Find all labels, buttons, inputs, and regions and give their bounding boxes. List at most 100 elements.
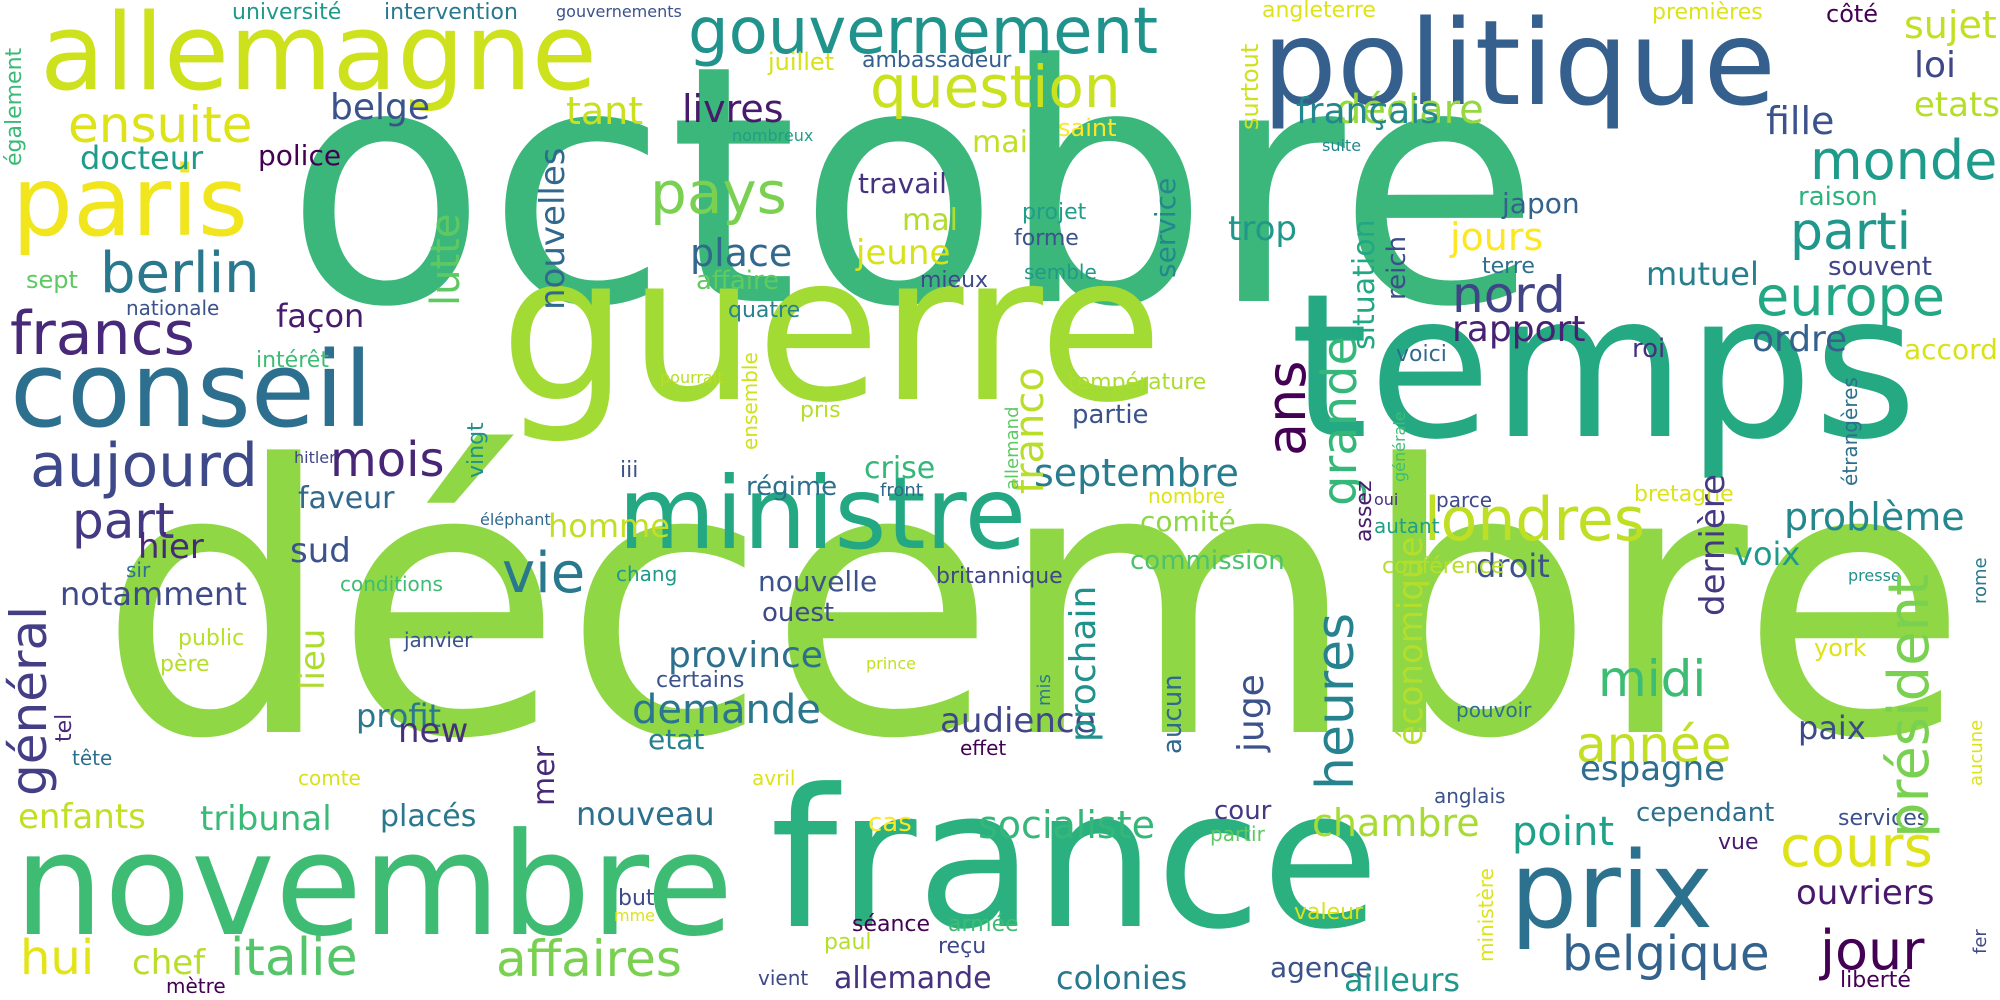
word-facon: façon xyxy=(276,297,365,335)
word-socialiste: socialiste xyxy=(978,803,1155,847)
word-prince: audience xyxy=(940,701,1096,741)
word-forme: forme xyxy=(1014,226,1079,251)
word-mutuel: mutuel xyxy=(1646,255,1759,293)
word-paris: paris xyxy=(12,146,248,258)
word-octobre: octobre xyxy=(285,0,1541,379)
word-italie: italie xyxy=(230,928,358,988)
word-parti: parti xyxy=(1790,202,1912,262)
word-roi: roi xyxy=(1632,334,1666,364)
word-trop: trop xyxy=(1228,209,1297,249)
word-jeune: jeune xyxy=(856,233,951,273)
word-septembre: septembre xyxy=(1034,451,1239,495)
word-hitler: faveur xyxy=(298,481,395,516)
word-tant: tant xyxy=(566,89,644,133)
word-nouvelles: nouvelles xyxy=(533,147,573,310)
word-sept: sept xyxy=(26,266,78,294)
word-espagne: espagne xyxy=(1580,749,1726,789)
word-souvent: souvent xyxy=(1828,252,1932,282)
word-part: part xyxy=(72,492,175,550)
word-ensemble: ensemble xyxy=(738,352,762,450)
word-affaires: affaires xyxy=(496,930,682,988)
word-partie: température xyxy=(1068,370,1207,395)
word-accord: accord xyxy=(1904,333,1998,366)
word-janvier: tel xyxy=(52,713,77,742)
word-demande: demande xyxy=(632,687,821,733)
word-declare: déclare xyxy=(1336,87,1484,133)
word-service: service xyxy=(1149,177,1182,278)
word-midi: midi xyxy=(1598,650,1707,708)
word-place: place xyxy=(690,231,793,275)
word-economique: aucune xyxy=(1966,719,1987,786)
word-paul: paul xyxy=(824,930,872,955)
word-conditions: chang xyxy=(616,562,678,586)
word-cas: cas xyxy=(868,808,912,838)
word-lutte: lutte xyxy=(423,213,469,306)
word-vue: vue xyxy=(1718,830,1759,855)
word-sud: notamment xyxy=(60,575,247,613)
word-general: général xyxy=(0,605,58,796)
word-aujourd: heures xyxy=(1306,612,1366,790)
word-province: certains xyxy=(656,668,745,693)
word-profit: lieu xyxy=(293,628,333,690)
word-allemande: allemande xyxy=(834,961,992,996)
word-york: york xyxy=(1814,634,1867,662)
word-hier: homme xyxy=(548,507,670,545)
word-cependant: cependant xyxy=(1636,798,1775,828)
word-juillet: juillet xyxy=(768,48,835,76)
word-ministere: fer xyxy=(1970,929,1991,954)
word-universite: université xyxy=(232,0,342,25)
word-assez: assez xyxy=(1352,480,1377,543)
word-ouest: prince xyxy=(866,654,916,673)
word-belge: belge xyxy=(330,87,431,128)
word-mieux: mieux xyxy=(920,268,989,293)
word-droit: comité xyxy=(1140,505,1236,538)
word-homme: sud xyxy=(290,531,351,571)
word-vie: vie xyxy=(502,541,586,606)
word-semble: semble xyxy=(1024,260,1097,284)
word-tel: tête xyxy=(72,746,113,770)
word-mis: public xyxy=(178,626,245,651)
word-ordre: ordre xyxy=(1752,319,1848,360)
word-anglais: anglais xyxy=(1434,784,1506,808)
word-mal: mal xyxy=(902,203,958,238)
word-etat: new xyxy=(398,711,469,751)
word-cote: côté xyxy=(1826,0,1879,28)
word-conseil: conseil xyxy=(10,329,373,451)
word-etats: etats xyxy=(1913,85,2000,125)
word-affaire: affaire xyxy=(696,266,780,296)
word-nord: nord xyxy=(1452,266,1566,324)
word-effet: prochain xyxy=(1063,585,1104,742)
word-etrangeres: rome xyxy=(1970,557,1991,604)
word-berlin: berlin xyxy=(100,241,260,306)
word-chef: chef xyxy=(132,943,206,983)
word-elephant: mis xyxy=(1034,674,1055,706)
word-decembre: décembre xyxy=(98,387,1969,820)
word-londres: londres xyxy=(1424,485,1646,555)
word-avril: avril xyxy=(752,766,796,790)
word-ministre: ministre xyxy=(618,455,1027,572)
word-egalement: également xyxy=(2,47,27,166)
word-ailleurs: ailleurs xyxy=(1344,961,1461,999)
word-services: services xyxy=(1838,806,1929,831)
word-notamment: sir xyxy=(126,558,151,582)
word-vient: vient xyxy=(758,966,809,990)
word-prix: prix xyxy=(1510,829,1714,952)
word-gouvernements: gouvernements xyxy=(556,2,682,21)
word-jours: jours xyxy=(1450,215,1544,259)
word-reich: reich xyxy=(1382,235,1412,300)
word-intervention: intervention xyxy=(384,0,518,25)
word-ensuite: ensuite xyxy=(68,96,253,154)
word-president: président xyxy=(1877,574,1942,838)
word-presse: hier xyxy=(138,527,204,567)
word-chang: nouvelle xyxy=(758,565,878,598)
word-comite: commission xyxy=(1130,546,1285,576)
word-hui: hui xyxy=(20,930,95,986)
word-prochain: aucun xyxy=(1158,674,1188,754)
word-projet: projet xyxy=(1022,200,1087,225)
word-paix: paix xyxy=(1798,709,1866,747)
word-nombreux: nombreux xyxy=(732,126,814,145)
word-aucun: économique xyxy=(1391,536,1431,746)
word-new: ouest xyxy=(762,598,835,628)
word-audience: effet xyxy=(960,736,1007,760)
word-partir: partir xyxy=(1210,822,1265,846)
